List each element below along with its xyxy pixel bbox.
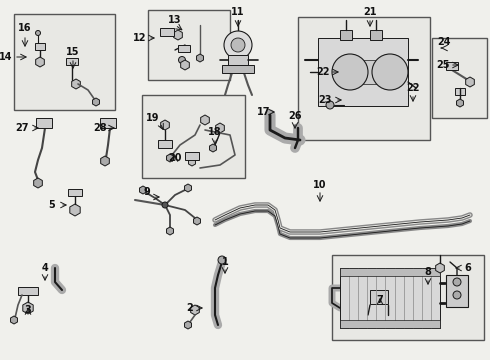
Text: 5: 5 (49, 200, 55, 210)
Bar (36, 118, 52, 128)
Circle shape (162, 202, 168, 208)
Polygon shape (181, 60, 189, 70)
Bar (68, 189, 82, 196)
Text: 6: 6 (465, 263, 471, 273)
Bar (370, 290, 388, 304)
Bar (148, 10, 230, 80)
Text: 22: 22 (316, 67, 330, 77)
Polygon shape (457, 99, 464, 107)
Text: 12: 12 (133, 33, 147, 43)
Bar (18, 287, 38, 295)
Text: 7: 7 (377, 295, 383, 305)
Bar (178, 45, 190, 52)
Text: 19: 19 (146, 113, 160, 123)
Bar (142, 95, 245, 178)
Bar (222, 65, 254, 73)
Polygon shape (36, 57, 44, 67)
Polygon shape (72, 79, 80, 89)
Text: 20: 20 (168, 153, 182, 163)
Bar (14, 14, 115, 110)
Text: 1: 1 (221, 257, 228, 267)
Bar (185, 152, 199, 160)
Polygon shape (70, 204, 80, 216)
Bar (332, 255, 484, 340)
Bar (340, 30, 352, 40)
Circle shape (218, 256, 226, 264)
Bar (370, 30, 382, 40)
Polygon shape (23, 302, 33, 314)
Text: 3: 3 (24, 305, 31, 315)
Text: 13: 13 (168, 15, 182, 25)
Text: 14: 14 (0, 52, 13, 62)
Polygon shape (185, 321, 192, 329)
Polygon shape (167, 154, 173, 162)
Text: 28: 28 (93, 123, 107, 133)
Text: 21: 21 (363, 7, 377, 17)
Bar (340, 320, 440, 328)
Bar (35, 43, 45, 50)
Circle shape (224, 31, 252, 59)
Polygon shape (34, 178, 42, 188)
Circle shape (332, 54, 368, 90)
Bar (228, 55, 248, 65)
Polygon shape (216, 123, 224, 133)
Polygon shape (436, 263, 444, 273)
Text: 24: 24 (437, 37, 451, 47)
Bar (66, 58, 78, 65)
Bar (432, 38, 487, 118)
Text: 23: 23 (318, 95, 332, 105)
Bar (160, 28, 174, 36)
Text: 9: 9 (144, 187, 150, 197)
Polygon shape (161, 120, 170, 130)
Text: 27: 27 (15, 123, 29, 133)
Polygon shape (185, 184, 192, 192)
Text: 22: 22 (406, 83, 420, 93)
Polygon shape (167, 227, 173, 235)
Circle shape (178, 57, 186, 63)
Text: 16: 16 (18, 23, 32, 33)
Bar (340, 268, 440, 328)
Bar (340, 268, 440, 276)
Text: 17: 17 (257, 107, 271, 117)
Polygon shape (189, 158, 196, 166)
Circle shape (453, 278, 461, 286)
Text: 25: 25 (436, 60, 450, 70)
Circle shape (35, 31, 41, 36)
Polygon shape (201, 115, 209, 125)
Bar (318, 38, 408, 106)
Polygon shape (140, 186, 147, 194)
Text: 2: 2 (187, 303, 194, 313)
Polygon shape (173, 30, 182, 40)
Polygon shape (196, 54, 203, 62)
Bar (158, 140, 172, 148)
Text: 11: 11 (231, 7, 245, 17)
Circle shape (372, 54, 408, 90)
Polygon shape (93, 98, 99, 106)
Text: 26: 26 (288, 111, 302, 121)
Polygon shape (11, 316, 18, 324)
Bar (446, 62, 458, 70)
Circle shape (231, 38, 245, 52)
Text: 15: 15 (66, 47, 80, 57)
Circle shape (326, 101, 334, 109)
Bar (100, 118, 116, 128)
Text: 8: 8 (424, 267, 431, 277)
Bar (446, 275, 468, 307)
Bar (350, 60, 390, 84)
Text: 4: 4 (42, 263, 49, 273)
Circle shape (453, 291, 461, 299)
Polygon shape (466, 77, 474, 87)
Polygon shape (191, 305, 199, 315)
Polygon shape (194, 217, 200, 225)
Text: 18: 18 (208, 127, 222, 137)
Bar (298, 17, 430, 140)
Bar (455, 88, 465, 95)
Polygon shape (210, 144, 217, 152)
Text: 10: 10 (313, 180, 327, 190)
Polygon shape (100, 156, 109, 166)
